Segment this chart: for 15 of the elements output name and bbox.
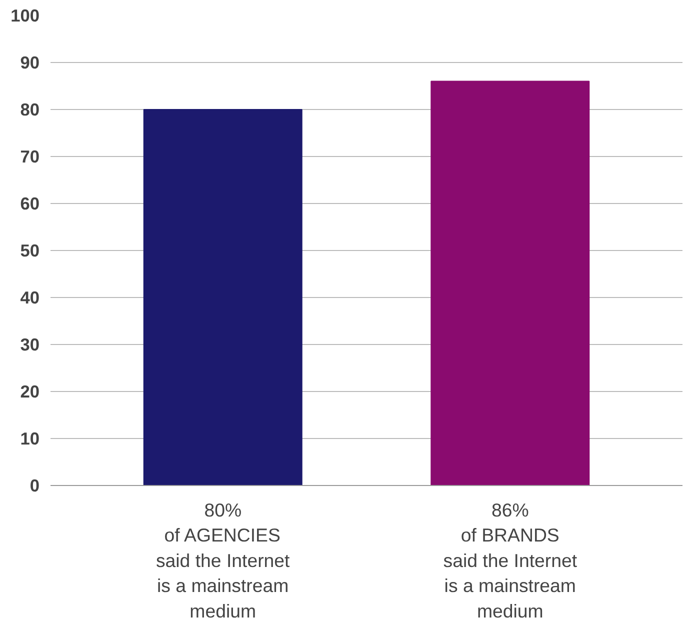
y-tick-label: 60: [20, 194, 40, 214]
data-label: 80%: [204, 500, 242, 520]
x-tick-label: of BRANDS said the Internet is a mainstream medium: [443, 524, 578, 622]
y-tick-label: 30: [20, 334, 40, 354]
y-tick-label: 50: [20, 240, 40, 260]
y-tick-label: 90: [20, 52, 40, 72]
y-tick-label: 0: [30, 476, 40, 496]
x-tick-label: of AGENCIES said the Internet is a mainstream medium: [156, 524, 291, 622]
y-tick-label: 70: [20, 146, 40, 166]
data-label: 86%: [491, 500, 529, 520]
y-tick-label: 100: [10, 6, 40, 26]
y-tick-label: 80: [20, 100, 40, 120]
y-tick-label: 40: [20, 288, 40, 308]
y-tick-label: 20: [20, 382, 40, 402]
y-tick-label: 10: [20, 428, 40, 448]
